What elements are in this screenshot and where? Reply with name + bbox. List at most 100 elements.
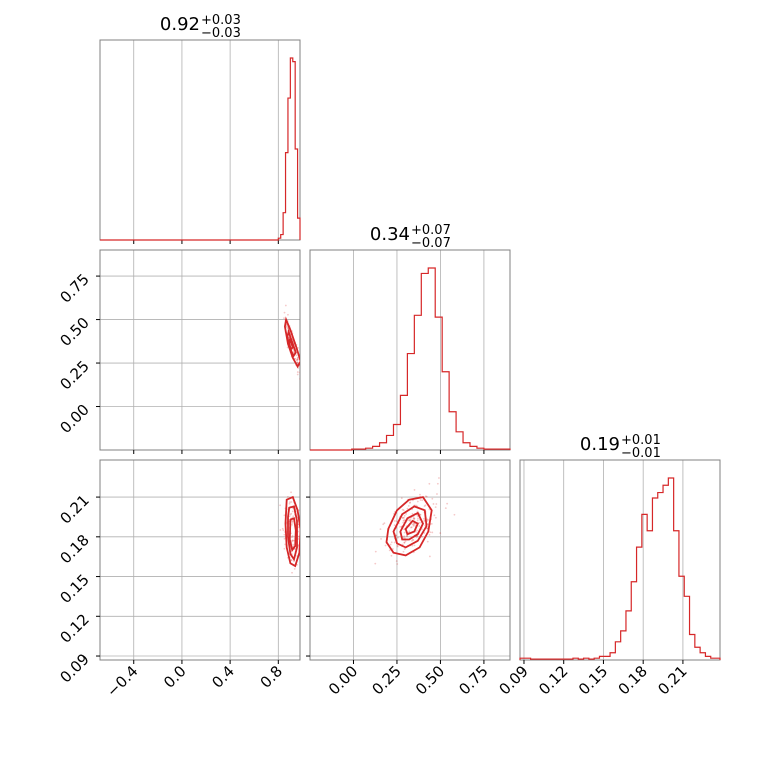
sample-point [416, 500, 419, 503]
sample-point [403, 519, 406, 521]
sample-point [427, 519, 430, 521]
contour-level-2 [288, 338, 294, 351]
sample-point [296, 358, 299, 361]
sample-point [383, 522, 386, 525]
sample-point [415, 536, 418, 538]
sample-point [418, 521, 421, 524]
xtick-label-1-0: 0.00 [325, 662, 361, 698]
sample-point [428, 533, 431, 536]
sample-point [433, 514, 436, 517]
title-param-2-plus: +0.01 [621, 433, 661, 448]
sample-point [282, 529, 285, 532]
sample-point [409, 519, 412, 522]
xtick-label-2-1: 0.12 [535, 662, 571, 698]
sample-point [435, 503, 438, 505]
sample-point [416, 519, 419, 522]
sample-point [290, 501, 293, 503]
sample-point [384, 544, 387, 547]
sample-point [406, 535, 409, 537]
sample-point [285, 326, 288, 329]
sample-point [413, 517, 415, 520]
sample-point [299, 377, 300, 380]
xtick-label-0-3: 0.8 [257, 662, 287, 692]
sample-point [291, 523, 293, 526]
sample-point [286, 496, 289, 498]
sample-point [301, 378, 303, 380]
sample-point [411, 523, 414, 526]
sample-point [400, 497, 403, 500]
sample-point [410, 526, 413, 529]
sample-point [423, 505, 426, 508]
sample-point [291, 571, 293, 574]
title-param-0: 0.92 [160, 14, 200, 35]
sample-point [291, 534, 294, 537]
contours-1-0 [283, 316, 300, 369]
sample-point [421, 535, 423, 538]
panel-1-1 [309, 249, 511, 454]
sample-point [407, 505, 410, 507]
sample-point [283, 547, 286, 550]
sample-point [428, 482, 431, 485]
sample-point [426, 518, 429, 521]
sample-point [396, 520, 398, 523]
sample-point [408, 519, 411, 522]
sample-point [406, 507, 409, 510]
sample-point [436, 493, 438, 495]
sample-point [288, 502, 291, 505]
sample-point [418, 525, 421, 527]
sample-point [397, 536, 399, 539]
contours-2-1 [385, 496, 433, 557]
sample-point [436, 482, 439, 485]
sample-point [405, 513, 408, 515]
sample-point [380, 538, 382, 540]
ytick-label-1-0: 0.00 [56, 401, 92, 437]
xtick-label-0-2: 0.4 [208, 662, 238, 692]
ytick-label-2-3: 0.18 [56, 531, 92, 567]
sample-point [302, 551, 304, 553]
frame-1-1 [309, 249, 511, 451]
sample-point [419, 499, 422, 501]
sample-point [403, 541, 406, 544]
xtick-label-0-1: 0.0 [160, 662, 190, 692]
sample-point [424, 495, 427, 498]
sample-point [390, 541, 393, 544]
histogram-param-1 [310, 267, 511, 451]
sample-point [390, 554, 393, 557]
sample-point [444, 507, 447, 510]
sample-point [401, 517, 404, 519]
sample-point [396, 544, 399, 547]
sample-point [279, 504, 282, 507]
sample-point [292, 539, 295, 542]
title-param-1-plus: +0.07 [411, 223, 451, 238]
sample-point [288, 515, 291, 518]
sample-point [419, 493, 421, 496]
sample-point [413, 517, 416, 520]
sample-point [426, 523, 429, 526]
sample-point [403, 516, 405, 519]
sample-point [290, 559, 293, 561]
sample-point [413, 518, 415, 521]
sample-point [430, 522, 433, 525]
xtick-label-2-3: 0.18 [615, 662, 651, 698]
contour-level-1 [287, 505, 298, 562]
sample-point [405, 535, 408, 537]
sample-point [429, 531, 432, 534]
sample-point [402, 536, 405, 539]
contour-level-0 [385, 496, 433, 557]
ytick-label-1-3: 0.75 [56, 270, 92, 306]
sample-point [402, 521, 405, 524]
sample-point [413, 489, 416, 491]
sample-point [403, 528, 406, 531]
contour-level-3 [404, 519, 419, 536]
sample-point [419, 513, 422, 516]
sample-point [296, 371, 299, 373]
histogram-param-2 [519, 477, 721, 660]
sample-point [421, 499, 424, 502]
sample-point [295, 359, 298, 362]
xtick-label-1-3: 0.75 [455, 662, 491, 698]
sample-point [291, 522, 294, 524]
sample-point [296, 361, 299, 364]
sample-point [395, 560, 398, 562]
frame-2-1 [309, 459, 511, 661]
